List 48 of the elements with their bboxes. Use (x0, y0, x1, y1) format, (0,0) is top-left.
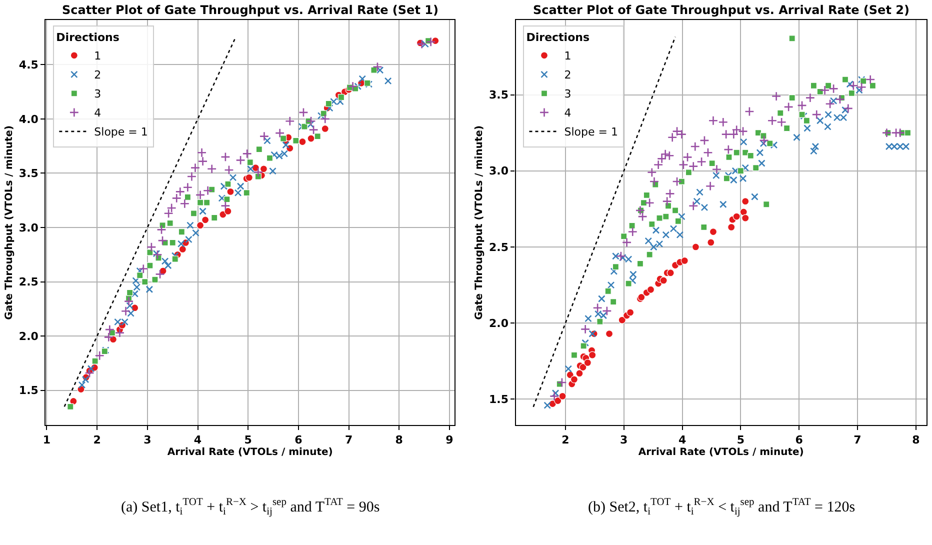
y-tick-label: 3.5 (18, 167, 38, 180)
text: (b) Set2, t$_{i}$$^{TOT}$ + t$_{i}$$^{R−X}$ < t$_{ij}$$^{sep}$ and T$^{TAT}$ = 120s (588, 497, 856, 518)
chart-title: Scatter Plot of Gate Throughput vs. Arrival Rate (Set 2) (533, 3, 910, 17)
x-tick-label: 8 (395, 433, 403, 446)
legend-label: 3 (94, 88, 102, 101)
y-tick-label: 4.5 (18, 58, 38, 72)
y-tick-label: 4.0 (18, 112, 39, 126)
y-tick-label: 2.5 (489, 240, 509, 254)
x-tick-label: 2 (93, 433, 101, 446)
legend-label: 1 (94, 50, 102, 63)
x-tick-label: 8 (912, 433, 920, 446)
legend-label: 2 (564, 68, 572, 82)
x-tick-label: 5 (736, 433, 745, 446)
y-tick-label: 2.5 (18, 276, 38, 289)
chart-title: Scatter Plot of Gate Throughput vs. Arrival Rate (Set 1) (62, 3, 438, 17)
y-axis-title: Gate Throughput (VTOLs / minute) (4, 125, 15, 320)
legend-label: 3 (564, 88, 572, 101)
text: (a) Set1, t$_{i}$$^{TOT}$ + t$_{i}$$^{R−X}$ > t$_{ij}$$^{sep}$ and T$^{TAT}$ = 90s (121, 497, 380, 518)
x-tick-label: 3 (144, 433, 152, 446)
x-tick-label: 6 (795, 433, 804, 446)
x-tick-label: 1 (42, 433, 51, 446)
legend-label: Slope = 1 (94, 126, 148, 139)
x-tick-label: 7 (344, 433, 353, 446)
legend-title: Directions (526, 30, 590, 44)
x-tick-label: 9 (446, 433, 454, 446)
y-axis-title: Gate Throughput (VTOLs / minute) (474, 125, 486, 320)
legend-label: 2 (94, 68, 102, 82)
legend-label: 4 (564, 106, 572, 120)
x-tick-label: 4 (194, 433, 202, 446)
legend-label: 1 (564, 50, 572, 63)
legend-label: 4 (94, 106, 102, 120)
x-axis-title: Arrival Rate (VTOLs / minute) (167, 446, 333, 458)
y-tick-label: 3.0 (489, 164, 509, 178)
legend-label: Slope = 1 (564, 126, 618, 139)
x-tick-label: 5 (244, 433, 252, 446)
legend-title: Directions (56, 30, 120, 44)
x-axis-title: Arrival Rate (VTOLs / minute) (638, 446, 804, 458)
x-tick-label: 2 (562, 433, 570, 446)
y-tick-label: 2.0 (489, 316, 509, 330)
x-tick-label: 7 (854, 433, 862, 446)
y-tick-label: 3.5 (489, 88, 509, 102)
y-tick-label: 3.0 (18, 221, 39, 234)
x-tick-label: 4 (678, 433, 686, 446)
y-tick-label: 1.5 (18, 384, 38, 398)
y-tick-label: 1.5 (489, 393, 509, 406)
x-tick-label: 6 (294, 433, 303, 446)
y-tick-label: 2.0 (18, 330, 39, 343)
x-tick-label: 3 (620, 433, 628, 446)
